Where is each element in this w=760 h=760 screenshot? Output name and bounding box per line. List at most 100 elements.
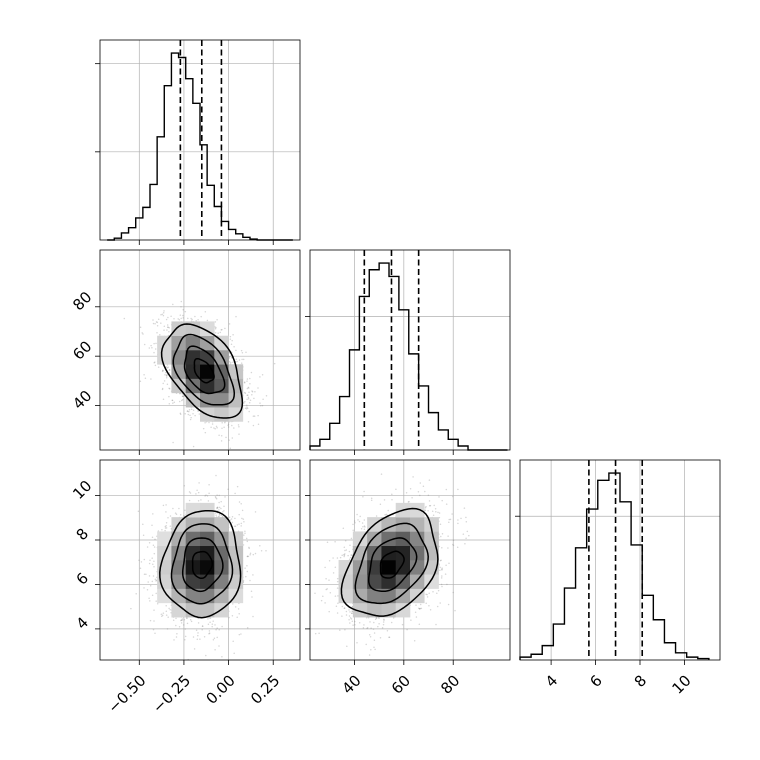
- scatter-point: [238, 523, 240, 525]
- scatter-point: [198, 413, 201, 415]
- scatter-point: [244, 407, 247, 409]
- scatter-point: [160, 613, 163, 616]
- scatter-point: [218, 509, 220, 511]
- scatter-point: [156, 603, 159, 605]
- scatter-point: [180, 619, 182, 622]
- scatter-point: [211, 623, 214, 625]
- scatter-point: [180, 300, 183, 303]
- scatter-point: [245, 575, 247, 578]
- density-cell: [171, 335, 187, 351]
- scatter-point: [208, 484, 210, 486]
- scatter-point: [154, 632, 156, 635]
- scatter-point: [161, 614, 164, 616]
- scatter-point: [265, 550, 267, 552]
- scatter-point: [168, 368, 171, 371]
- scatter-point: [243, 382, 246, 384]
- scatter-point: [192, 412, 194, 415]
- scatter-point: [215, 628, 217, 631]
- scatter-point: [218, 645, 220, 647]
- scatter-point: [164, 527, 167, 529]
- scatter-point: [221, 655, 223, 658]
- scatter-point: [196, 489, 198, 491]
- scatter-point: [217, 515, 220, 518]
- scatter-point: [216, 507, 218, 509]
- scatter-point: [233, 652, 235, 655]
- scatter-point: [211, 423, 214, 425]
- scatter-point: [203, 636, 206, 638]
- scatter-point: [236, 360, 238, 363]
- scatter-point: [244, 392, 247, 394]
- scatter-point: [166, 374, 168, 376]
- scatter-point: [162, 382, 164, 385]
- scatter-point: [228, 439, 230, 441]
- scatter-point: [156, 321, 159, 324]
- scatter-point: [244, 530, 246, 532]
- scatter-point: [182, 314, 184, 317]
- scatter-point: [186, 410, 189, 412]
- density-cell: [171, 364, 187, 379]
- scatter-point: [192, 409, 195, 412]
- scatter-point: [165, 605, 167, 607]
- scatter-point: [244, 400, 246, 403]
- scatter-point: [170, 315, 172, 318]
- scatter-point: [231, 521, 234, 524]
- scatter-point: [246, 398, 248, 400]
- scatter-point: [180, 306, 182, 308]
- y-tick-label: 60: [69, 337, 95, 363]
- scatter-point: [142, 333, 144, 335]
- scatter-point: [231, 437, 234, 439]
- scatter-point: [179, 412, 182, 415]
- scatter-point: [160, 322, 162, 324]
- scatter-point: [182, 395, 185, 397]
- scatter-point: [165, 521, 168, 524]
- scatter-point: [168, 388, 171, 390]
- scatter-point: [181, 395, 184, 398]
- scatter-point: [230, 361, 232, 364]
- scatter-point: [210, 426, 212, 429]
- scatter-point: [166, 367, 169, 369]
- scatter-point: [234, 517, 236, 520]
- scatter-point: [162, 504, 165, 507]
- scatter-point: [209, 621, 211, 623]
- scatter-point: [216, 507, 218, 509]
- scatter-point: [225, 436, 227, 439]
- scatter-point: [178, 507, 180, 510]
- scatter-point: [214, 648, 216, 651]
- plot-frame: [309, 249, 511, 451]
- scatter-point: [151, 536, 154, 538]
- scatter-point: [221, 328, 223, 331]
- scatter-point: [165, 371, 167, 374]
- density-cell: [157, 350, 172, 365]
- scatter-point: [262, 398, 264, 400]
- scatter-point: [221, 625, 223, 628]
- scatter-point: [246, 407, 249, 410]
- scatter-point: [242, 518, 245, 520]
- scatter-point: [167, 366, 169, 368]
- scatter-point: [205, 494, 207, 496]
- scatter-point: [163, 325, 166, 328]
- scatter-point: [138, 559, 140, 562]
- scatter-point: [251, 390, 253, 392]
- scatter-point: [218, 494, 220, 497]
- scatter-point: [243, 381, 246, 383]
- scatter-point: [243, 391, 246, 394]
- scatter-point: [201, 625, 204, 627]
- scatter-point: [174, 512, 177, 514]
- scatter-point: [223, 426, 225, 428]
- scatter-point: [234, 492, 236, 495]
- scatter-point: [184, 413, 186, 415]
- scatter-point: [169, 608, 171, 611]
- scatter-point: [247, 394, 249, 396]
- scatter-point: [165, 504, 167, 506]
- scatter-point: [154, 348, 157, 350]
- scatter-point: [232, 361, 234, 363]
- scatter-point: [165, 318, 168, 321]
- scatter-point: [241, 351, 244, 354]
- density-cell: [228, 407, 244, 422]
- scatter-point: [236, 524, 239, 526]
- scatter-point: [184, 310, 187, 313]
- scatter-point: [188, 499, 191, 502]
- scatter-point: [161, 615, 163, 617]
- scatter-point: [168, 607, 170, 610]
